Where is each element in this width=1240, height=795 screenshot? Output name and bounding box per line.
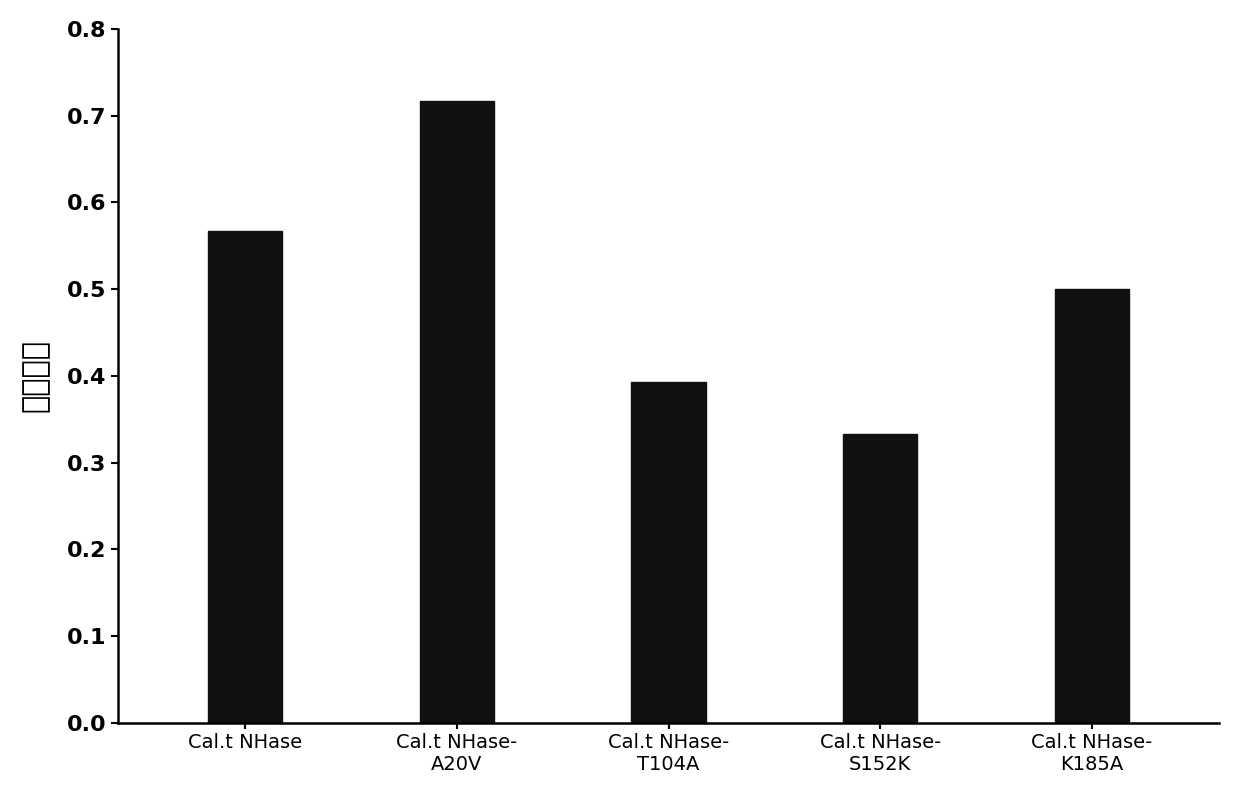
Bar (208, 231, 281, 723)
Bar (419, 101, 494, 723)
Bar (631, 382, 706, 723)
Bar (1055, 289, 1130, 723)
Bar (843, 434, 918, 723)
Y-axis label: 相对醂活: 相对醂活 (21, 339, 50, 413)
